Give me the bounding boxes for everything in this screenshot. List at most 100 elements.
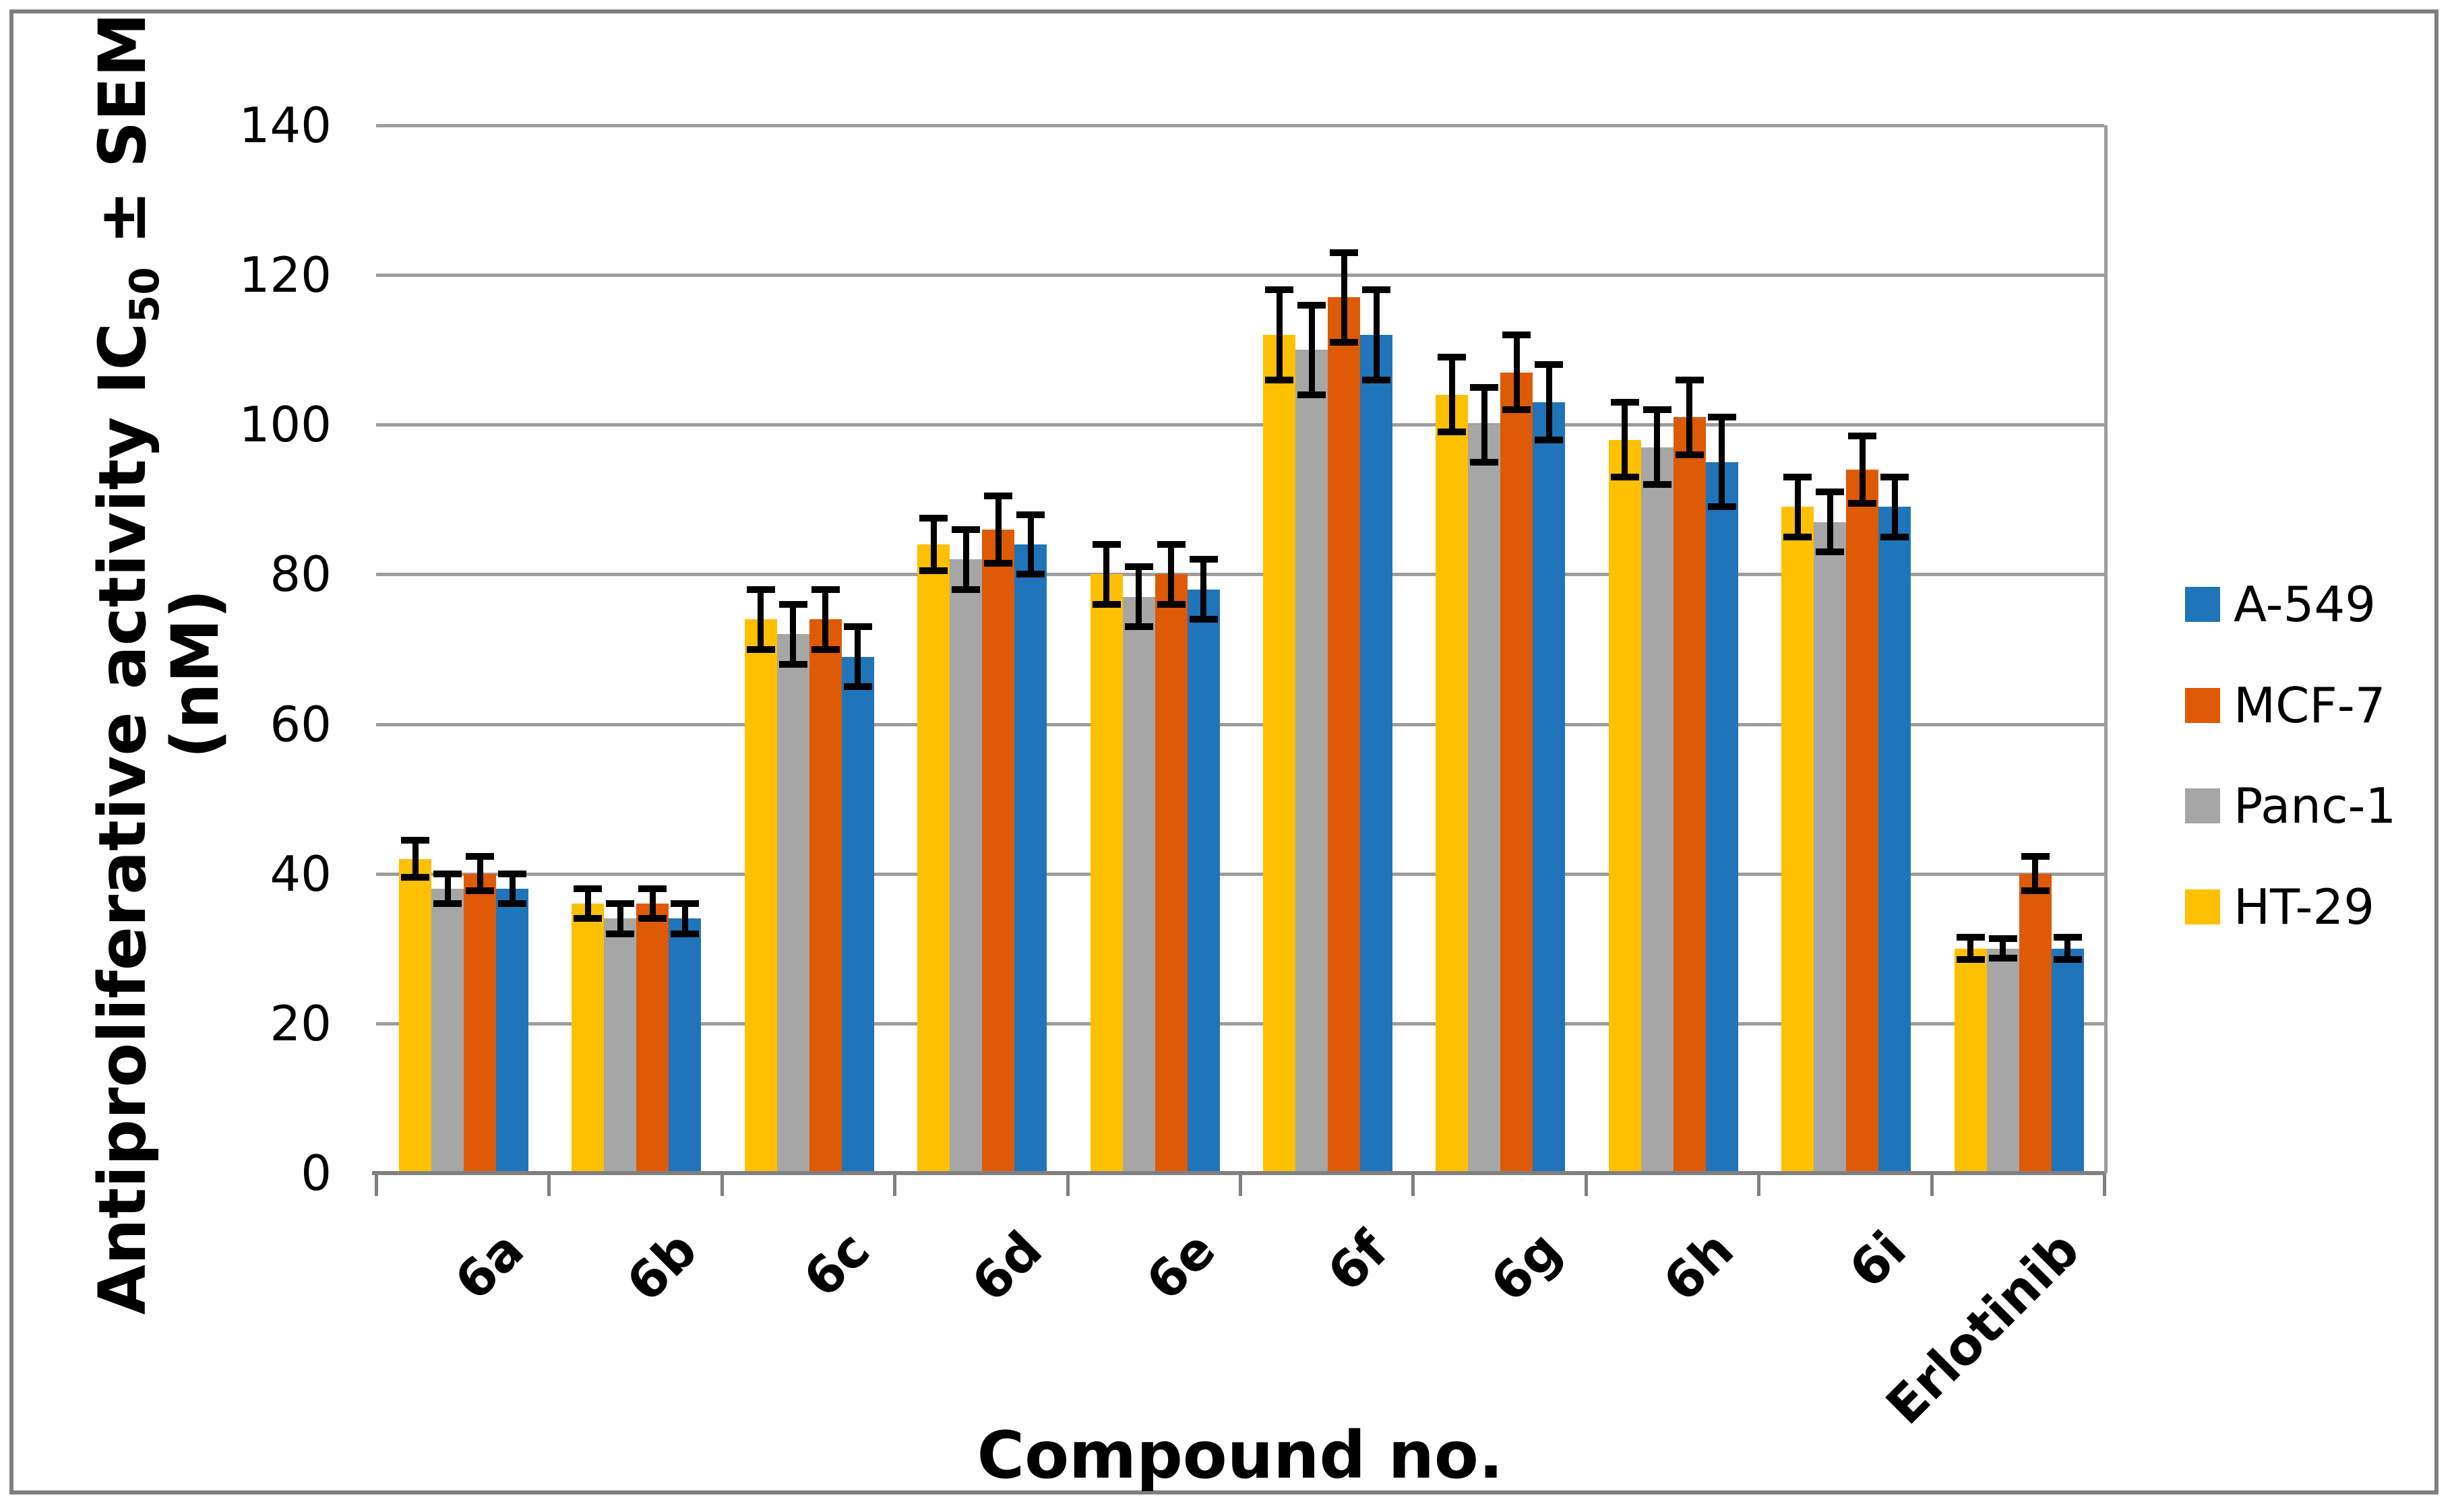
- error-bar: [649, 888, 656, 919]
- error-bar: [995, 495, 1002, 563]
- bar-HT-29-6f: [1263, 335, 1295, 1173]
- error-bar-cap-top: [1675, 376, 1704, 383]
- error-bar-cap-bottom: [606, 930, 635, 937]
- bar-A-549-Erlotinib: [2051, 948, 2084, 1173]
- error-bar-cap-top: [746, 586, 775, 593]
- x-axis-tick: [1930, 1173, 1934, 1196]
- error-bar-cap-top: [1016, 511, 1045, 518]
- error-bar-cap-top: [1988, 935, 2017, 943]
- error-bar-cap-top: [433, 870, 462, 877]
- error-bar-cap-bottom: [1297, 391, 1326, 398]
- bar-A-549-6i: [1878, 507, 1911, 1173]
- error-bar: [681, 904, 688, 934]
- gridline: [376, 722, 2104, 726]
- error-bar-cap-bottom: [1124, 623, 1153, 631]
- error-bar-cap-bottom: [401, 874, 429, 881]
- legend-item-HT-29: HT-29: [2185, 879, 2374, 935]
- error-bar-cap-bottom: [1535, 436, 1564, 443]
- error-bar-cap-top: [1092, 541, 1121, 548]
- y-axis-title-suffix: ± SEM: [84, 12, 160, 267]
- error-bar-cap-top: [1816, 489, 1845, 496]
- bar-Panc-1-6e: [1122, 596, 1155, 1173]
- gridline: [376, 872, 2104, 876]
- bar-HT-29-6d: [917, 544, 950, 1173]
- bar-A-549-6f: [1360, 335, 1392, 1173]
- error-bar-cap-bottom: [1783, 533, 1812, 540]
- error-bar-cap-top: [466, 853, 494, 860]
- error-bar-cap-top: [1707, 414, 1736, 421]
- error-bar-cap-bottom: [952, 586, 981, 593]
- legend-label: HT-29: [2234, 879, 2375, 935]
- plot-right-border: [2104, 125, 2108, 1173]
- legend-swatch-icon: [2185, 788, 2220, 823]
- bar-Panc-1-6h: [1640, 447, 1674, 1173]
- error-bar-cap-bottom: [2053, 956, 2082, 964]
- legend-swatch-icon: [2185, 688, 2220, 723]
- y-tick-label: 60: [270, 695, 332, 753]
- error-bar-cap-top: [2053, 934, 2082, 941]
- bar-Panc-1-6f: [1295, 350, 1328, 1173]
- error-bar: [1719, 417, 1725, 507]
- x-category-label-6g: 6g: [1478, 1220, 1572, 1313]
- x-axis-tick: [1584, 1173, 1588, 1196]
- y-axis-title-subscript: 50: [122, 267, 169, 323]
- error-bar-cap-bottom: [984, 559, 1013, 567]
- legend-swatch-icon: [2185, 587, 2220, 622]
- error-bar: [2032, 856, 2039, 891]
- y-tick-label: 80: [270, 546, 332, 603]
- error-bar-cap-bottom: [466, 887, 494, 895]
- error-bar: [509, 873, 516, 904]
- bar-Panc-1-6b: [604, 918, 637, 1173]
- error-bar: [758, 589, 764, 650]
- error-bar-cap-bottom: [1470, 458, 1499, 466]
- bar-Panc-1-6a: [431, 888, 464, 1173]
- error-bar-cap-top: [1265, 286, 1293, 294]
- error-bar: [1513, 335, 1520, 410]
- error-bar: [1103, 544, 1110, 604]
- error-bar-cap-top: [1362, 286, 1390, 294]
- y-tick-label: 40: [270, 845, 332, 902]
- error-bar-cap-bottom: [1502, 406, 1531, 414]
- error-bar-cap-top: [778, 600, 807, 608]
- error-bar-cap-top: [2021, 853, 2050, 860]
- error-bar-cap-bottom: [2021, 887, 2050, 895]
- x-axis-line: [372, 1171, 2104, 1175]
- error-bar-cap-top: [1783, 474, 1812, 481]
- error-bar-cap-bottom: [1848, 499, 1877, 507]
- error-bar: [412, 840, 419, 878]
- bar-HT-29-6e: [1090, 574, 1123, 1173]
- bar-MCF-7-6d: [982, 529, 1015, 1173]
- error-bar-cap-top: [498, 870, 526, 877]
- error-bar-cap-bottom: [1816, 548, 1845, 556]
- error-bar: [1686, 379, 1693, 455]
- error-bar: [1967, 937, 1974, 960]
- error-bar: [584, 888, 591, 919]
- y-axis-title-text: Antiproliferative activity IC: [84, 323, 160, 1315]
- error-bar: [2064, 937, 2071, 960]
- error-bar-cap-bottom: [574, 915, 603, 922]
- legend-label: MCF-7: [2234, 677, 2386, 734]
- figure-border: [9, 9, 2438, 1494]
- error-bar-cap-bottom: [1189, 616, 1218, 623]
- x-category-label-6c: 6c: [791, 1220, 881, 1309]
- error-bar-cap-bottom: [1362, 376, 1390, 383]
- error-bar-cap-bottom: [498, 900, 526, 908]
- x-category-label-6h: 6h: [1651, 1220, 1745, 1313]
- x-axis-tick: [1757, 1173, 1761, 1196]
- error-bar-cap-top: [638, 885, 667, 892]
- error-bar-cap-bottom: [1016, 571, 1045, 578]
- error-bar-cap-top: [671, 900, 700, 908]
- error-bar-cap-bottom: [919, 567, 948, 574]
- error-bar: [2000, 939, 2006, 959]
- x-category-label-6f: 6f: [1316, 1220, 1400, 1303]
- y-tick-label: 140: [239, 97, 332, 154]
- error-bar: [1481, 387, 1487, 462]
- error-bar-cap-top: [1880, 474, 1909, 481]
- error-bar: [822, 589, 829, 650]
- error-bar-cap-bottom: [1157, 600, 1186, 608]
- error-bar-cap-top: [952, 526, 981, 533]
- error-bar-cap-top: [1535, 361, 1564, 369]
- y-axis-title: Antiproliferative activity IC50 ± SEM: [85, 13, 168, 1315]
- legend-item-Panc-1: Panc-1: [2185, 778, 2396, 834]
